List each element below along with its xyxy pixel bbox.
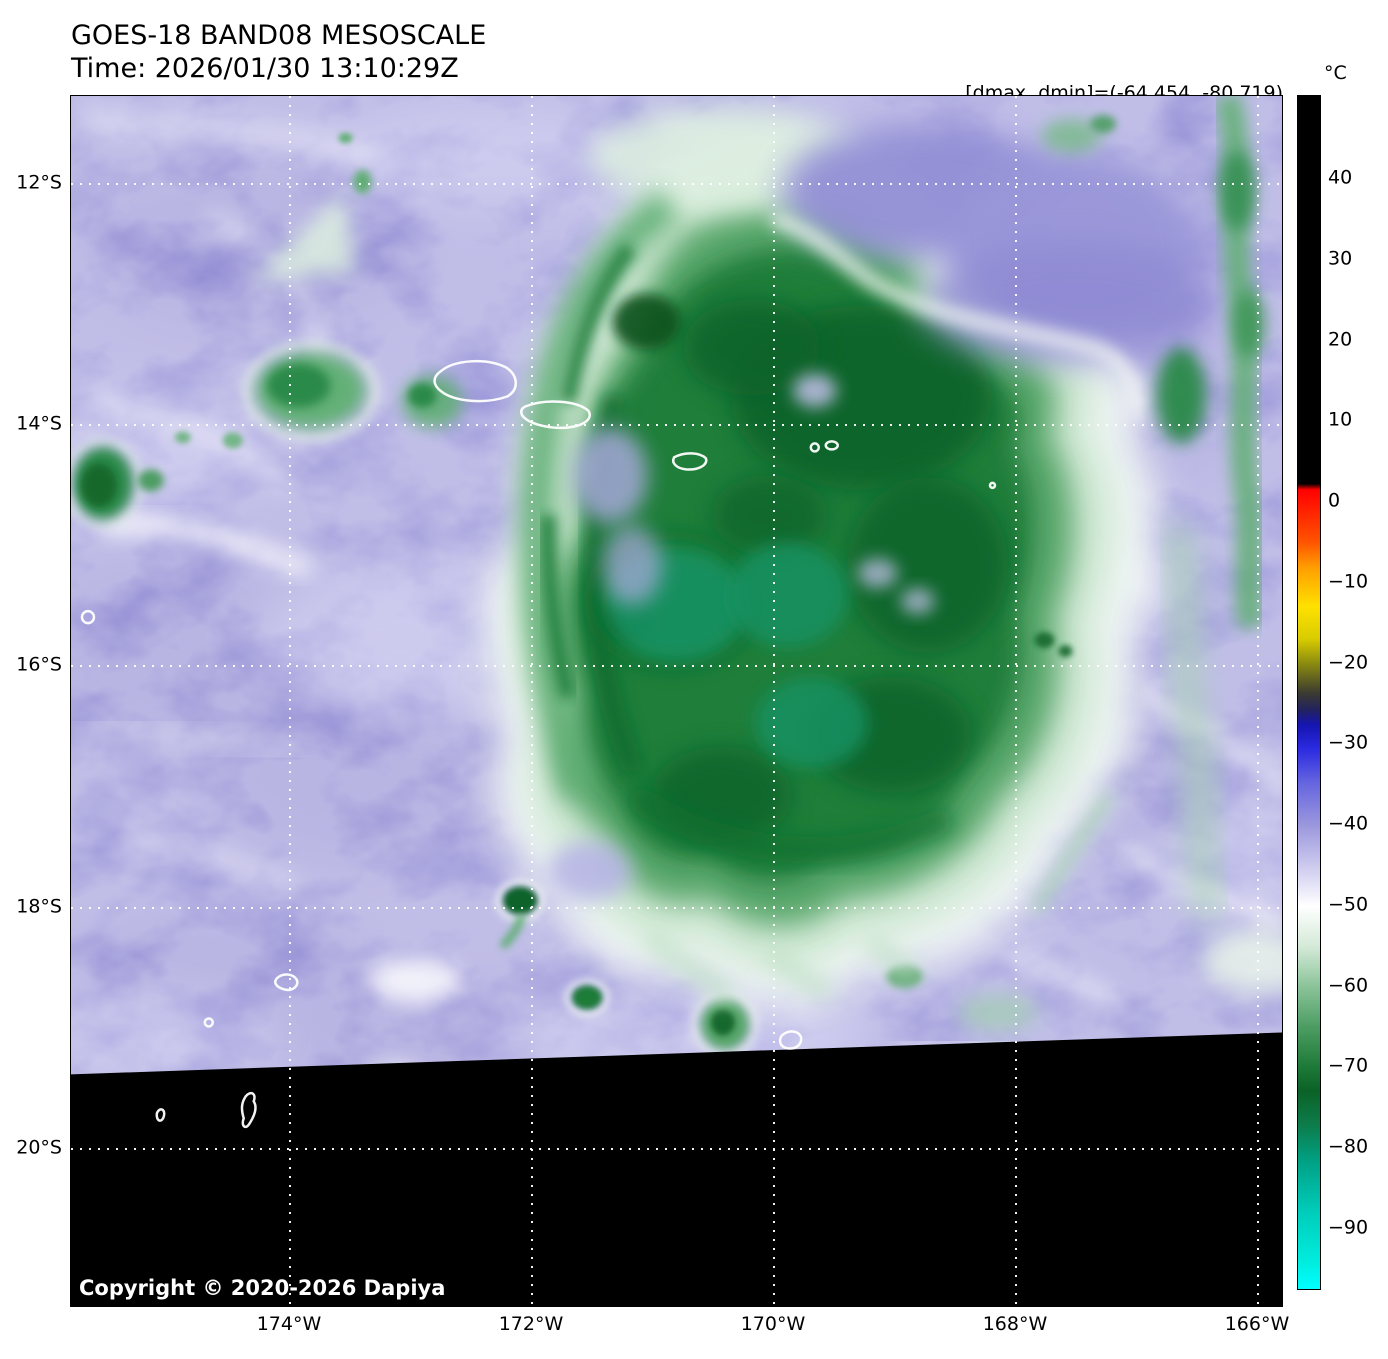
colorbar-tick-label: 40 bbox=[1328, 166, 1353, 189]
northeast-warm-notch bbox=[769, 123, 1222, 420]
island-manua bbox=[824, 440, 839, 451]
island-atoll-a bbox=[155, 1108, 166, 1122]
colorbar-tick-label: −50 bbox=[1328, 893, 1369, 916]
lon-tick-label: 166°W bbox=[1224, 1313, 1290, 1335]
no-data-region bbox=[71, 1032, 1282, 1306]
colorbar-tick-label: 0 bbox=[1328, 489, 1341, 512]
colorbar-tick-label: −20 bbox=[1328, 651, 1369, 674]
island-upolu bbox=[520, 400, 591, 430]
satellite-map-area: Copyright © 2020-2026 Dapiya bbox=[70, 95, 1283, 1307]
small-convective-cells bbox=[71, 132, 1038, 1058]
colorbar-unit-label: °C bbox=[1324, 62, 1347, 84]
lon-tick-label: 170°W bbox=[740, 1313, 806, 1335]
island-dot bbox=[988, 481, 997, 490]
lat-tick-label: 18°S bbox=[16, 895, 62, 918]
cold-core-teal bbox=[727, 543, 848, 648]
island-savaii bbox=[433, 359, 518, 403]
lat-tick-label: 20°S bbox=[16, 1136, 62, 1159]
page-title: GOES-18 BAND08 MESOSCALE bbox=[71, 20, 487, 51]
colorbar-tick-label: 10 bbox=[1328, 408, 1353, 431]
colorbar-tick-label: 30 bbox=[1328, 247, 1353, 270]
cold-core-teal bbox=[755, 678, 868, 768]
lat-tick-label: 12°S bbox=[16, 171, 62, 194]
colorbar-tick-label: −90 bbox=[1328, 1216, 1369, 1239]
lon-tick-label: 174°W bbox=[256, 1313, 322, 1335]
colorbar-tick-label: −70 bbox=[1328, 1054, 1369, 1077]
east-green-streaks bbox=[1030, 96, 1282, 995]
colorbar-tick-label: −80 bbox=[1328, 1135, 1369, 1158]
lon-tick-label: 172°W bbox=[498, 1313, 564, 1335]
island-small-west bbox=[274, 973, 299, 992]
colorbar-tick-label: −30 bbox=[1328, 731, 1369, 754]
coldest-overshoot-spot bbox=[612, 293, 680, 350]
colorbar-tick-label: −10 bbox=[1328, 570, 1369, 593]
lon-tick-label: 168°W bbox=[982, 1313, 1048, 1335]
temperature-colorbar bbox=[1297, 95, 1321, 1290]
image-timestamp: Time: 2026/01/30 13:10:29Z bbox=[71, 53, 459, 84]
colorbar-tick-label: 20 bbox=[1328, 328, 1353, 351]
colorbar-tick-label: −40 bbox=[1328, 812, 1369, 835]
lat-tick-label: 16°S bbox=[16, 653, 62, 676]
island-tutuila bbox=[672, 452, 708, 471]
colorbar-tick-label: −60 bbox=[1328, 974, 1369, 997]
island-dot-sw bbox=[203, 1017, 215, 1028]
island-atoll-b bbox=[240, 1091, 257, 1129]
coastline-outlines bbox=[80, 359, 997, 1129]
copyright-label: Copyright © 2020-2026 Dapiya bbox=[79, 1276, 446, 1300]
west-feeder-band bbox=[518, 189, 681, 901]
island-ring bbox=[80, 609, 96, 625]
lat-tick-label: 14°S bbox=[16, 412, 62, 435]
satellite-ir-image bbox=[71, 96, 1282, 1306]
storm-inner-cores bbox=[582, 293, 1008, 864]
island-niue bbox=[778, 1030, 803, 1050]
island-manua bbox=[809, 442, 821, 453]
